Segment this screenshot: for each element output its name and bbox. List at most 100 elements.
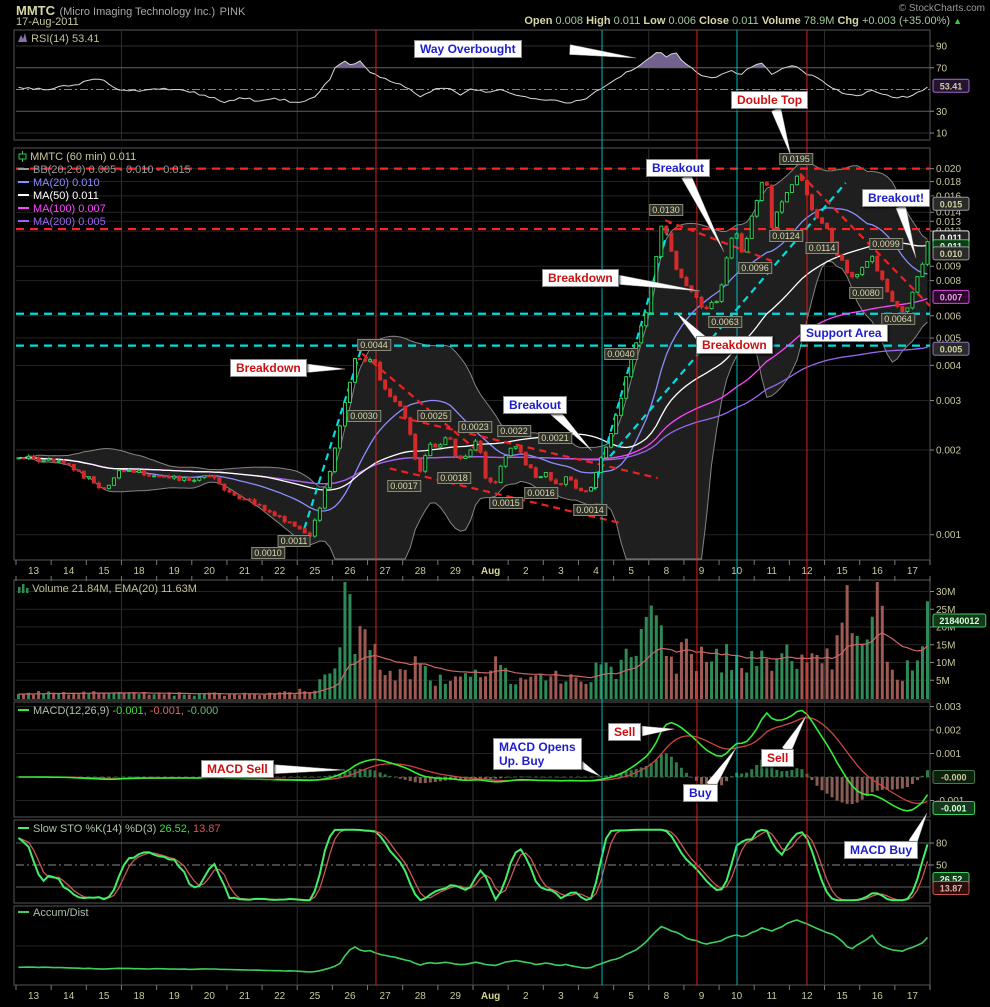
volume-bars-icon <box>18 584 29 593</box>
volume-panel <box>17 582 929 699</box>
svg-text:21: 21 <box>239 566 251 577</box>
svg-text:28: 28 <box>415 566 427 577</box>
price-panel <box>16 162 931 560</box>
svg-text:15: 15 <box>98 566 110 577</box>
bb-icon <box>18 168 29 171</box>
svg-text:22: 22 <box>274 991 286 1002</box>
macd-panel <box>17 709 929 812</box>
svg-text:20: 20 <box>204 566 216 577</box>
svg-text:-0.001: -0.001 <box>941 804 967 814</box>
svg-text:21840012: 21840012 <box>939 616 979 626</box>
svg-text:3: 3 <box>558 566 564 577</box>
svg-text:0.008: 0.008 <box>936 276 961 287</box>
svg-text:18: 18 <box>133 566 145 577</box>
svg-text:16: 16 <box>872 566 884 577</box>
open-value: 0.008 <box>555 15 584 27</box>
svg-text:9: 9 <box>699 991 705 1002</box>
candlestick-icon <box>18 151 27 162</box>
high-value: 0.011 <box>613 15 641 27</box>
legend-ma20-row: MA(20) 0.010 <box>18 177 191 190</box>
volume-label: Volume <box>761 15 801 27</box>
close-label: Close <box>699 15 730 27</box>
svg-text:27: 27 <box>380 991 392 1002</box>
svg-text:0.005: 0.005 <box>940 344 963 354</box>
svg-text:30M: 30M <box>936 587 955 598</box>
ticker-symbol: MMTC <box>16 3 55 18</box>
svg-text:3: 3 <box>558 991 564 1002</box>
svg-text:11: 11 <box>767 991 778 1002</box>
svg-text:29: 29 <box>450 566 462 577</box>
open-label: Open <box>524 15 553 27</box>
low-value: 0.006 <box>668 15 696 27</box>
svg-text:21: 21 <box>239 991 251 1002</box>
rsi-panel <box>18 52 928 104</box>
svg-text:9: 9 <box>699 566 705 577</box>
svg-text:8: 8 <box>664 991 670 1002</box>
ma50-line-icon <box>18 194 29 197</box>
chart-title: MMTC (Micro Imaging Technology Inc.) PIN… <box>16 2 245 20</box>
svg-text:0.006: 0.006 <box>936 311 961 322</box>
svg-text:15: 15 <box>837 991 849 1002</box>
svg-text:10M: 10M <box>936 658 955 669</box>
callout-pointers <box>266 44 928 849</box>
svg-text:17: 17 <box>907 991 919 1002</box>
svg-text:13.87: 13.87 <box>940 884 963 894</box>
svg-text:26: 26 <box>344 991 356 1002</box>
svg-text:22: 22 <box>274 566 286 577</box>
svg-text:90: 90 <box>936 42 948 53</box>
svg-text:15M: 15M <box>936 640 955 651</box>
accumdist-panel <box>18 919 929 973</box>
svg-text:70: 70 <box>936 63 948 74</box>
sto-legend: Slow STO %K(14) %D(3) 26.52, 13.87 <box>18 823 221 836</box>
svg-text:18: 18 <box>133 991 145 1002</box>
svg-text:27: 27 <box>380 566 392 577</box>
svg-text:0.015: 0.015 <box>940 199 963 209</box>
svg-text:10: 10 <box>731 991 743 1002</box>
svg-text:5: 5 <box>628 566 634 577</box>
svg-text:13: 13 <box>28 991 40 1002</box>
company-name: (Micro Imaging Technology Inc.) <box>59 6 216 18</box>
svg-text:Aug: Aug <box>481 991 500 1002</box>
svg-text:25: 25 <box>309 991 321 1002</box>
svg-text:15: 15 <box>98 991 110 1002</box>
svg-text:14: 14 <box>63 566 75 577</box>
svg-text:53.41: 53.41 <box>940 81 963 91</box>
svg-text:0.004: 0.004 <box>936 361 961 372</box>
svg-text:5M: 5M <box>936 676 950 687</box>
svg-text:0.013: 0.013 <box>936 217 961 228</box>
high-label: High <box>586 15 611 27</box>
chart-date: 17-Aug-2011 <box>16 16 79 28</box>
quote-line: Open 0.008 High 0.011 Low 0.006 Close 0.… <box>524 15 962 27</box>
rsi-icon <box>18 33 27 42</box>
volume-legend: Volume 21.84M, EMA(20) 11.63M <box>18 583 197 596</box>
svg-text:19: 19 <box>169 991 181 1002</box>
macd-line-icon <box>18 709 29 712</box>
date-axis: 1313141415151818191920202121222225252626… <box>15 560 931 1002</box>
svg-text:8: 8 <box>664 566 670 577</box>
svg-text:0.002: 0.002 <box>936 446 961 457</box>
ma20-line-icon <box>18 181 29 184</box>
exchange-label: PINK <box>219 6 246 18</box>
legend-symbol-row: MMTC (60 min) 0.011 <box>18 151 191 164</box>
candlestick-layer <box>16 175 930 538</box>
close-value: 0.011 <box>732 15 759 27</box>
svg-text:0.018: 0.018 <box>936 177 961 188</box>
svg-text:25: 25 <box>309 566 321 577</box>
svg-text:11: 11 <box>767 566 778 577</box>
svg-text:0.002: 0.002 <box>936 726 961 737</box>
svg-text:2: 2 <box>523 991 529 1002</box>
svg-text:15: 15 <box>837 566 849 577</box>
svg-text:17: 17 <box>907 566 919 577</box>
svg-text:26: 26 <box>344 566 356 577</box>
svg-text:0.005: 0.005 <box>936 334 961 345</box>
low-label: Low <box>643 15 666 27</box>
svg-text:25M: 25M <box>936 605 955 616</box>
svg-text:28: 28 <box>415 991 427 1002</box>
svg-text:26.52: 26.52 <box>940 875 963 885</box>
legend-ma50-row: MA(50) 0.011 <box>18 190 191 203</box>
axis-layer: 9070301053.410.0200.0180.0160.0140.0130.… <box>930 42 987 896</box>
svg-text:4: 4 <box>593 991 599 1002</box>
svg-text:5: 5 <box>628 991 634 1002</box>
